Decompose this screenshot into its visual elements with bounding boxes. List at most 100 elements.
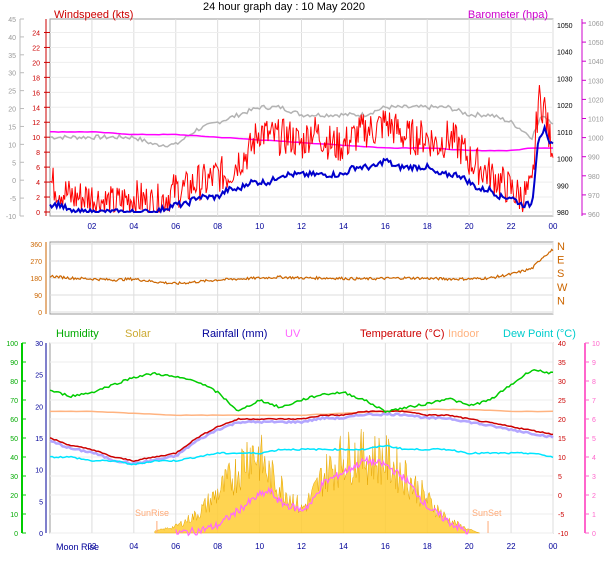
tick-label: 970 [588,193,600,200]
x-tick-label: 14 [339,542,348,551]
tick-label: 2 [36,195,40,202]
x-tick-label: 00 [549,222,558,231]
tick-label: 3 [592,474,596,481]
tick-label: 1 [592,512,596,519]
tick-label: 25 [558,398,566,405]
temp-left-axis: 0 5 10 15 20 25 30 [35,341,47,538]
x-tick-label: 22 [507,222,516,231]
tick-label: 1020 [588,97,604,104]
tick-label: 6 [592,417,596,424]
x-tick-label: 18 [423,222,432,231]
x-tick-label: 02 [87,542,96,551]
tick-label: 40 [8,35,16,42]
x-tick-label: 16 [381,222,390,231]
tick-label: 0 [38,310,42,317]
series-line-gray [49,104,554,148]
x-tick-label: 10 [255,542,264,551]
tick-label: 1040 [588,59,604,66]
tick-label: 12 [32,120,40,127]
legend-windspeed: Windspeed (kts) [54,9,133,21]
tick-label: 22 [32,45,40,52]
tick-label: 80 [10,379,18,386]
tick-label: 90 [10,360,18,367]
tick-label: 30 [558,379,566,386]
tick-label: 10 [8,142,16,149]
tick-label: 35 [8,53,16,60]
tick-label: 10 [32,135,40,142]
compass-label: N [557,241,565,253]
tick-label: 15 [558,436,566,443]
legend-dew-point: Dew Point (°C) [503,328,576,340]
series-line-indoor [50,408,554,417]
legend-humidity: Humidity [56,328,99,340]
legend-indoor: Indoor [448,328,480,340]
tick-label: 1020 [557,103,573,110]
tick-label: 5 [12,160,16,167]
tick-label: 990 [557,183,569,190]
x-tick-label: 08 [213,222,222,231]
tick-label: 360 [30,242,42,249]
tick-label: 20 [32,60,40,67]
tick-label: -5 [10,196,16,203]
series-line-average [49,123,554,214]
tick-label: 980 [557,210,569,217]
tick-label: 0 [39,531,43,538]
temp-legend: Humidity Solar Rainfall (mm) UV Temperat… [56,328,576,340]
series-line-temperature [49,410,554,463]
legend-uv: UV [285,328,301,340]
series-line-gust [49,84,554,213]
annotation-moonrise: Moon Rise [56,542,99,552]
tick-label: 980 [588,174,600,181]
tick-label: 18 [32,75,40,82]
legend-barometer: Barometer (hpa) [468,9,548,21]
x-tick-label: 20 [465,542,474,551]
tick-label: 10 [35,468,43,475]
annotation-sunset: SunSet [472,508,502,518]
tick-label: 1010 [588,117,604,124]
wind-x-ticks: 02 04 06 08 10 12 14 16 18 20 22 00 [87,222,558,231]
wind-outer-axis: -10 -5 0 5 10 15 20 25 30 35 40 45 [6,17,24,221]
temp-right-axis: -10 -5 0 5 10 15 20 25 30 35 40 [558,341,568,538]
tick-label: 20 [10,493,18,500]
temp-series [49,369,554,537]
tick-label: 4 [36,180,40,187]
tick-label: 15 [8,124,16,131]
temp-x-ticks: 02 04 06 08 10 12 14 16 18 20 22 00 [87,542,558,551]
x-tick-label: 06 [171,542,180,551]
tick-label: 5 [592,436,596,443]
tick-label: 20 [558,417,566,424]
compass-label: S [557,268,564,280]
tick-label: 0 [36,210,40,217]
tick-label: -5 [558,512,564,519]
series-area-solar [154,429,480,534]
x-tick-label: 12 [297,222,306,231]
tick-label: 0 [14,531,18,538]
baro-inner-axis: 980 990 1000 1010 1020 1030 1040 1050 [557,23,573,217]
tick-label: 5 [39,499,43,506]
x-tick-label: 02 [87,222,96,231]
tick-label: -10 [6,214,16,221]
tick-label: 0 [12,178,16,185]
x-tick-label: 12 [297,542,306,551]
compass-label: W [557,282,568,294]
tick-label: 5 [558,474,562,481]
tick-label: 100 [6,341,18,348]
x-tick-label: 20 [465,222,474,231]
tick-label: 70 [10,398,18,405]
tick-label: 24 [32,30,40,37]
x-tick-label: 22 [507,542,516,551]
tick-label: 40 [558,341,566,348]
compass-label: N [557,295,565,307]
tick-label: 10 [10,512,18,519]
annotation-sunrise: SunRise [135,508,169,518]
tick-label: 10 [558,455,566,462]
series-line-temp-shadow [49,412,554,466]
tick-label: 30 [10,474,18,481]
x-tick-label: 14 [339,222,348,231]
tick-label: 990 [588,155,600,162]
tick-label: 0 [558,493,562,500]
